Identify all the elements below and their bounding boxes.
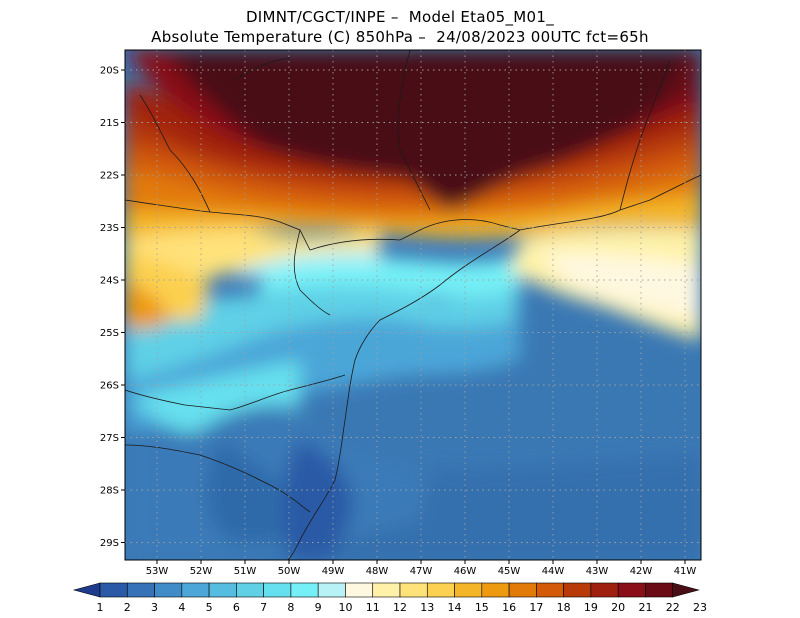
colorbar-swatch <box>454 582 483 598</box>
lat-tick-label: 24S <box>100 276 119 287</box>
state-border-6 <box>619 59 671 211</box>
colorbar-swatch <box>481 582 510 598</box>
colorbar-label: 8 <box>287 601 294 614</box>
colorbar-label: 2 <box>124 601 131 614</box>
chart-subtitle: Absolute Temperature (C) 850hPa – 24/08/… <box>151 28 649 46</box>
colorbar-label: 5 <box>206 601 213 614</box>
longitude-axis: 53W 52W 51W 50W 49W 48W 47W 46W 45W 44W 43W 42W 41W <box>146 560 697 577</box>
colorbar-swatch <box>154 582 183 598</box>
state-border-3 <box>293 229 331 316</box>
colorbar-swatch <box>645 582 674 598</box>
colorbar-label: 12 <box>393 601 407 614</box>
colorbar-label: 15 <box>475 601 489 614</box>
colorbar-label: 11 <box>366 601 380 614</box>
colorbar-swatch <box>536 582 564 598</box>
colorbar-max-arrow <box>672 582 700 598</box>
lon-tick-label: 50W <box>278 566 301 577</box>
lon-tick-label: 51W <box>234 566 257 577</box>
lat-tick-label: 29S <box>100 538 119 549</box>
colorbar-swatch <box>590 582 619 598</box>
colorbar-label: 16 <box>502 601 516 614</box>
colorbar-label: 18 <box>557 601 571 614</box>
lon-tick-label: 48W <box>366 566 389 577</box>
temperature-field <box>125 50 701 560</box>
colorbar-label: 3 <box>151 601 158 614</box>
colorbar-label: 21 <box>638 601 652 614</box>
coastline-north <box>125 174 701 251</box>
colorbar-label: 9 <box>315 601 322 614</box>
colorbar-swatch <box>181 582 210 598</box>
lon-tick-label: 46W <box>454 566 477 577</box>
state-border-1 <box>125 374 346 411</box>
boundary-lines <box>125 50 701 560</box>
gridlines <box>125 50 701 560</box>
lon-tick-label: 44W <box>542 566 565 577</box>
colorbar-swatch <box>372 582 401 598</box>
lat-tick-label: 20S <box>100 66 119 77</box>
colorbar-label: 1 <box>97 601 104 614</box>
colorbar-label: 14 <box>448 601 462 614</box>
lon-tick-label: 43W <box>586 566 609 577</box>
colorbar-swatch <box>263 582 292 598</box>
lat-tick-label: 28S <box>100 486 119 497</box>
lon-tick-label: 52W <box>190 566 213 577</box>
colorbar-swatch <box>317 582 346 598</box>
lon-tick-label: 47W <box>410 566 433 577</box>
lat-tick-label: 25S <box>100 328 119 339</box>
map-frame <box>124 49 702 561</box>
latitude-axis: 20S 21S 22S 23S 24S 25S 26S 27S 28S 29S <box>100 66 125 549</box>
lat-tick-label: 23S <box>100 223 119 234</box>
colorbar-label: 22 <box>666 601 680 614</box>
lon-tick-label: 45W <box>498 566 521 577</box>
colorbar-swatch <box>426 582 455 598</box>
lat-tick-label: 21S <box>100 118 119 129</box>
colorbar: 1 2 3 4 5 6 7 8 9 10 11 12 13 14 15 16 17 18 19 20 21 22 23 <box>72 582 707 614</box>
colorbar-swatch <box>345 582 374 598</box>
colorbar-label: 4 <box>178 601 185 614</box>
lat-tick-label: 22S <box>100 171 119 182</box>
colorbar-swatch <box>99 582 128 598</box>
colorbar-swatch <box>126 582 155 598</box>
state-border-7 <box>234 57 291 81</box>
lat-tick-label: 27S <box>100 433 119 444</box>
colorbar-min-arrow <box>72 582 101 598</box>
colorbar-label: 19 <box>584 601 598 614</box>
state-border-2 <box>125 444 311 513</box>
state-border-5 <box>397 50 431 211</box>
lon-tick-label: 53W <box>146 566 169 577</box>
colorbar-label: 23 <box>693 601 707 614</box>
colorbar-label: 13 <box>420 601 434 614</box>
colorbar-swatch <box>208 582 237 598</box>
lat-tick-label: 26S <box>100 381 119 392</box>
colorbar-label: 7 <box>260 601 267 614</box>
chart-title: DIMNT/CGCT/INPE – Model Eta05_M01_ <box>245 8 555 26</box>
colorbar-label: 6 <box>233 601 240 614</box>
colorbar-swatch <box>236 582 264 598</box>
lon-tick-label: 42W <box>630 566 653 577</box>
colorbar-label: 10 <box>338 601 352 614</box>
colorbar-label: 17 <box>529 601 543 614</box>
colorbar-label: 20 <box>611 601 625 614</box>
lon-tick-label: 41W <box>674 566 697 577</box>
colorbar-swatch <box>617 582 646 598</box>
colorbar-swatch <box>399 582 428 598</box>
lon-tick-label: 49W <box>322 566 345 577</box>
colorbar-swatch <box>563 582 592 598</box>
colorbar-swatch <box>508 582 537 598</box>
colorbar-swatch <box>290 582 319 598</box>
coastline-south <box>287 229 521 560</box>
